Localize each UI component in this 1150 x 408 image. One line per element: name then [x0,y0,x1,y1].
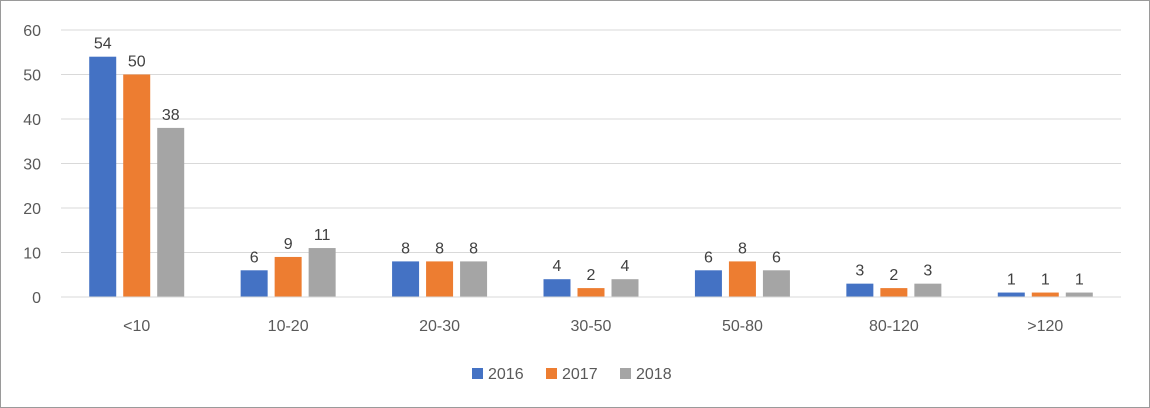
data-label: 3 [855,263,864,280]
bar-2018-2 [460,261,488,297]
data-label: 1 [1075,272,1084,289]
bar-2017-3 [577,288,605,297]
y-tick-label: 0 [32,290,41,307]
data-label: 2 [889,267,898,284]
legend-label: 2016 [488,366,524,383]
bar-2018-6 [1065,292,1093,297]
data-label: 11 [314,227,331,244]
data-label: 8 [401,240,410,257]
data-label: 4 [621,258,630,275]
x-tick-label: >120 [1027,318,1063,335]
bar-2018-3 [611,279,639,297]
data-label: 4 [553,258,562,275]
data-label: 8 [435,240,444,257]
data-label: 1 [1041,272,1050,289]
x-tick-label: 10-20 [268,318,309,335]
bars [89,56,1093,298]
data-label: 2 [587,267,596,284]
x-tick-label: 30-50 [571,318,612,335]
data-label: 6 [772,249,781,266]
bar-2016-1 [240,270,268,297]
data-label: 54 [94,36,112,53]
legend-swatch-2017 [546,368,557,379]
y-tick-label: 30 [23,157,41,174]
legend-label: 2018 [636,366,672,383]
y-axis-tick-labels: 0 10 20 30 40 50 60 [23,23,41,307]
x-tick-label: <10 [123,318,150,335]
data-label: 1 [1007,272,1016,289]
bar-2017-6 [1031,292,1059,297]
bar-2016-0 [89,56,117,298]
y-tick-label: 40 [23,112,41,129]
gridlines [61,29,1121,253]
data-label: 8 [469,240,478,257]
legend: 2016 2017 2018 [472,366,672,383]
legend-swatch-2018 [620,368,631,379]
y-tick-label: 10 [23,246,41,263]
data-label: 8 [738,240,747,257]
bar-2016-5 [846,283,874,297]
bar-2018-1 [308,248,336,297]
data-label: 38 [162,107,180,124]
bar-2018-4 [762,270,790,297]
x-tick-label: 50-80 [722,318,763,335]
bar-2017-1 [274,256,302,297]
data-label: 3 [923,263,932,280]
bar-2017-5 [880,288,908,297]
y-tick-label: 50 [23,68,41,85]
bar-2016-4 [694,270,722,297]
data-label: 9 [284,236,293,253]
legend-swatch-2016 [472,368,483,379]
x-axis-tick-labels: <10 10-20 20-30 30-50 50-80 80-120 >120 [123,318,1063,335]
data-label: 6 [250,249,259,266]
data-label: 6 [704,249,713,266]
bar-2017-0 [123,74,151,297]
legend-label: 2017 [562,366,598,383]
bar-2018-0 [157,127,185,298]
data-label: 50 [128,54,146,71]
x-tick-label: 20-30 [419,318,460,335]
bar-2018-5 [914,283,942,297]
y-tick-label: 60 [23,23,41,40]
bar-2016-6 [997,292,1025,297]
x-tick-label: 80-120 [869,318,919,335]
bar-2017-4 [728,261,756,297]
bar-2016-3 [543,279,571,297]
bar-2016-2 [392,261,420,297]
y-tick-label: 20 [23,201,41,218]
bar-2017-2 [426,261,454,297]
